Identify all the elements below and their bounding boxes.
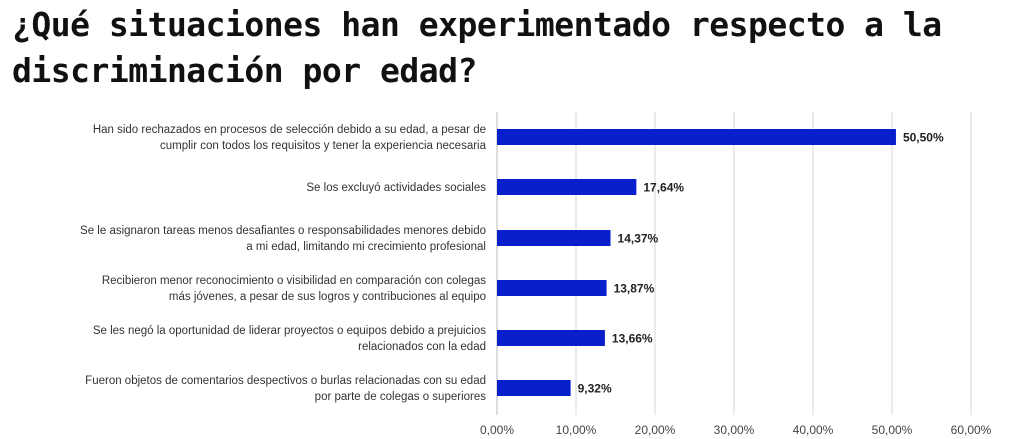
chart-title-line: ¿Qué situaciones han experimentado respe… [12, 5, 942, 44]
x-tick-label: 10,00% [556, 423, 597, 437]
data-label: 17,64% [643, 181, 684, 195]
data-label: 9,32% [578, 382, 612, 396]
bar [497, 280, 607, 296]
bar [497, 179, 637, 195]
category-label: a mi edad, limitando mi crecimiento prof… [246, 241, 486, 253]
category-label: relacionados con la edad [358, 341, 486, 353]
category-label: cumplir con todos los requisitos y tener… [160, 140, 487, 152]
x-tick-label: 30,00% [714, 423, 755, 437]
x-tick-label: 60,00% [951, 423, 992, 437]
category-label: Han sido rechazados en procesos de selec… [93, 124, 486, 136]
category-label: más jóvenes, a pesar de sus logros y con… [169, 291, 486, 303]
bar [497, 129, 896, 145]
data-label: 13,87% [614, 282, 655, 296]
bar [497, 330, 605, 346]
category-label: Se les negó la oportunidad de liderar pr… [93, 325, 486, 337]
category-label: Se le asignaron tareas menos desafiantes… [80, 225, 486, 237]
data-label: 50,50% [903, 131, 944, 145]
x-tick-label: 40,00% [793, 423, 834, 437]
category-label: por parte de colegas o superiores [315, 391, 487, 403]
chart-title-line: discriminación por edad? [12, 51, 477, 90]
category-label: Recibieron menor reconocimiento o visibi… [102, 275, 486, 287]
bar [497, 380, 571, 396]
x-tick-label: 50,00% [872, 423, 913, 437]
x-tick-label: 0,00% [480, 423, 514, 437]
data-label: 14,37% [618, 232, 659, 246]
x-tick-label: 20,00% [635, 423, 676, 437]
category-label: Se los excluyó actividades sociales [306, 182, 486, 194]
category-label: Fueron objetos de comentarios despectivo… [85, 375, 486, 387]
bar [497, 230, 611, 246]
chart-title: ¿Qué situaciones han experimentado respe… [12, 2, 942, 94]
data-label: 13,66% [612, 332, 653, 346]
